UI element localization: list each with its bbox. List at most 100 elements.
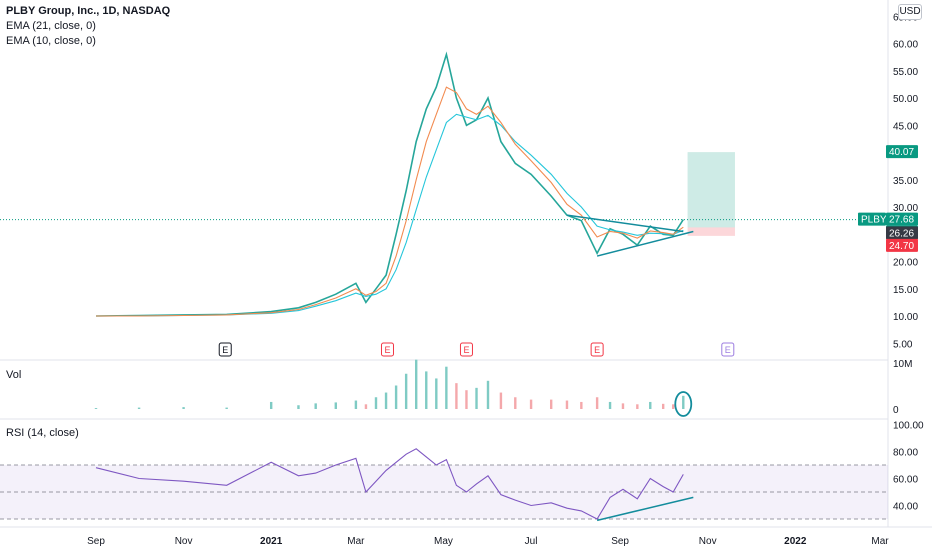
time-tick-label: Nov: [699, 536, 717, 547]
volume-bar: [672, 404, 675, 409]
volume-bar: [394, 385, 398, 409]
price-label-box: [886, 238, 918, 252]
volume-tick-label: 10M: [893, 359, 912, 370]
price-label-text: PLBY: [861, 215, 887, 226]
loss-zone: [687, 227, 735, 236]
rsi-pane: [0, 448, 888, 522]
rsi-trendline: [596, 496, 694, 522]
volume-bar: [94, 408, 98, 409]
volume-bar: [580, 401, 583, 409]
time-tick-label: Mar: [347, 536, 365, 547]
time-tick-label: Sep: [87, 536, 105, 547]
volume-bar: [425, 371, 428, 409]
earnings-marker: [590, 342, 604, 357]
earnings-marker: [380, 342, 394, 357]
rsi-tick-label: 60.00: [893, 475, 918, 486]
volume-bar: [465, 390, 468, 409]
volume-bar: [455, 383, 458, 409]
volume-bar: [636, 404, 639, 409]
volume-bar: [354, 400, 358, 409]
volume-highlight: [674, 391, 693, 417]
position-tool[interactable]: [687, 152, 735, 236]
volume-bars: [94, 359, 693, 417]
rsi-tick-label: 80.00: [893, 448, 918, 459]
earnings-marker-label: E: [594, 345, 600, 355]
price-label-text: 26.26: [889, 228, 914, 239]
price-series: [95, 51, 694, 317]
price-tick-label: 60.00: [893, 40, 918, 51]
earnings-marker: [721, 342, 735, 357]
price-tick-label: 20.00: [893, 258, 918, 269]
rsi-tick-label: 100.00: [893, 421, 924, 432]
volume-bar: [415, 359, 418, 409]
volume-bar: [269, 401, 273, 409]
volume-bar: [225, 407, 228, 409]
volume-bar: [334, 402, 337, 409]
price-tick-label: 50.00: [893, 94, 918, 105]
price-tick-label: 55.00: [893, 67, 918, 78]
profit-zone: [687, 152, 735, 228]
rsi-tick-label: 40.00: [893, 502, 918, 513]
volume-bar: [445, 366, 448, 409]
price-tick-label: 45.00: [893, 121, 918, 132]
price-tick-label: 15.00: [893, 285, 918, 296]
earnings-marker-label: E: [384, 345, 390, 355]
volume-bar: [475, 387, 478, 409]
time-tick-label: 2022: [784, 536, 807, 547]
time-tick-label: Mar: [871, 536, 889, 547]
earnings-marker-label: E: [222, 345, 228, 355]
earnings-marker-label: E: [725, 345, 731, 355]
price-label-box: [858, 212, 886, 226]
volume-bar: [182, 407, 185, 409]
price-label-box: [886, 145, 918, 159]
earnings-marker: [218, 342, 232, 357]
volume-bar: [404, 373, 408, 409]
price-label-text: 24.70: [889, 241, 914, 252]
currency-button[interactable]: USD: [898, 4, 922, 20]
volume-bar: [364, 404, 368, 409]
price-tick-label: 30.00: [893, 203, 918, 214]
earnings-marker: [459, 342, 473, 357]
volume-bar: [565, 400, 569, 409]
time-tick-label: May: [434, 536, 453, 547]
price-label-text: 40.07: [889, 147, 914, 158]
series-line: [96, 113, 684, 317]
price-tick-label: 10.00: [893, 312, 918, 323]
price-tick-label: 5.00: [893, 339, 913, 350]
grid-lines: [0, 0, 932, 528]
volume-bar: [514, 397, 517, 409]
earnings-marker-label: E: [463, 345, 469, 355]
volume-pane-title: Vol: [6, 369, 22, 381]
volume-bar: [435, 378, 438, 409]
time-tick-label: 2021: [260, 536, 283, 547]
price-label-box: [886, 226, 918, 240]
legend-symbol[interactable]: PLBY Group, Inc., 1D, NASDAQ: [6, 5, 171, 17]
volume-bar: [595, 397, 599, 409]
rsi-line: [95, 448, 684, 520]
volume-bar: [608, 401, 612, 409]
time-tick-label: Nov: [175, 536, 193, 547]
time-tick-label: Jul: [525, 536, 538, 547]
volume-bar: [649, 401, 652, 409]
legend-ema10[interactable]: EMA (10, close, 0): [6, 35, 96, 47]
triangle-upper-line: [566, 214, 684, 233]
volume-bar: [384, 392, 388, 409]
price-label-text: 27.68: [889, 215, 914, 226]
volume-bar: [374, 397, 378, 409]
rsi-pane-title: RSI (14, close): [6, 427, 79, 439]
series-line: [96, 86, 684, 317]
volume-bar: [529, 399, 533, 409]
series-line: [95, 51, 684, 317]
volume-bar: [486, 380, 490, 409]
time-tick-label: Sep: [611, 536, 629, 547]
volume-bar: [314, 403, 317, 409]
volume-bar: [621, 403, 625, 409]
legend-ema21[interactable]: EMA (21, close, 0): [6, 20, 96, 32]
volume-bar: [549, 399, 553, 409]
volume-bar: [297, 405, 300, 409]
volume-bar: [499, 392, 503, 409]
volume-bar: [137, 407, 141, 409]
volume-tick-label: 0: [893, 405, 899, 416]
